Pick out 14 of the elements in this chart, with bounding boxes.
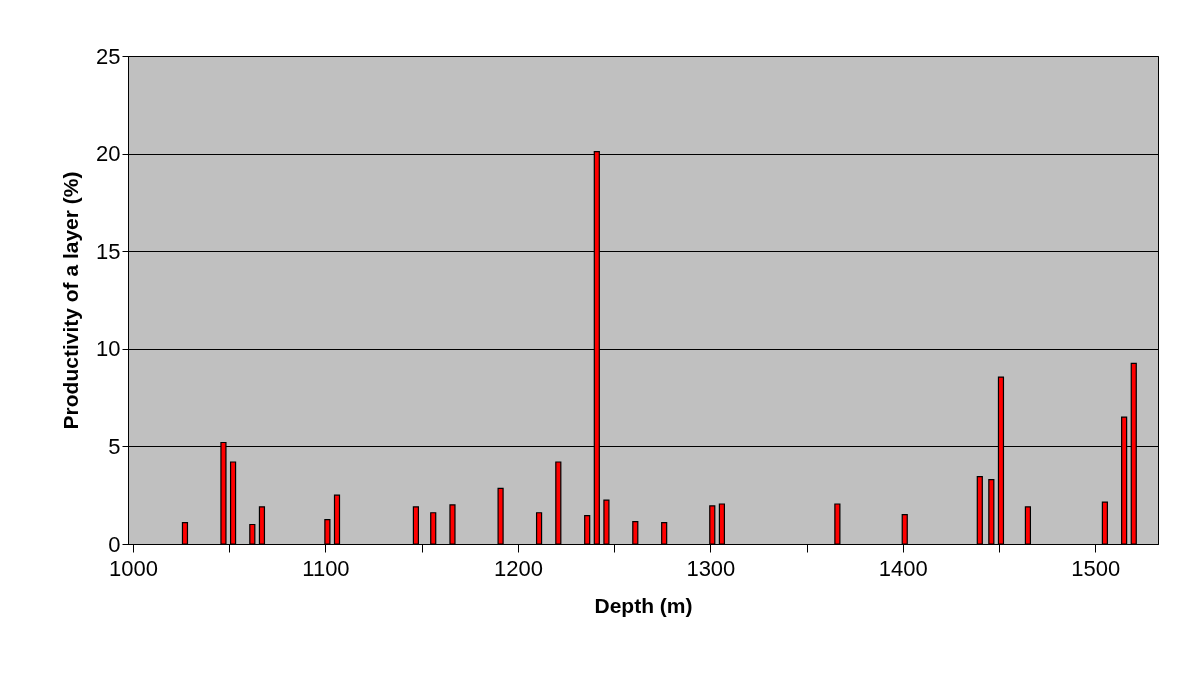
x-tick-label: 1500 [1071, 555, 1121, 581]
x-axis-title: Depth (m) [594, 593, 693, 617]
y-axis-title: Productivity of a layer (%) [59, 171, 83, 430]
x-tick-label: 1000 [109, 555, 158, 581]
y-tick-label: 10 [96, 336, 121, 362]
y-tick-label: 0 [108, 531, 121, 557]
x-tick-label: 1300 [686, 555, 736, 581]
y-tick-label: 20 [96, 141, 121, 167]
y-tick-label: 5 [108, 433, 121, 459]
y-tick-label: 25 [96, 43, 121, 69]
y-tick-label: 15 [96, 238, 121, 264]
x-tick-label: 1400 [878, 555, 928, 581]
x-tick-label: 1200 [493, 555, 543, 581]
x-tick-label: 1100 [302, 555, 350, 581]
